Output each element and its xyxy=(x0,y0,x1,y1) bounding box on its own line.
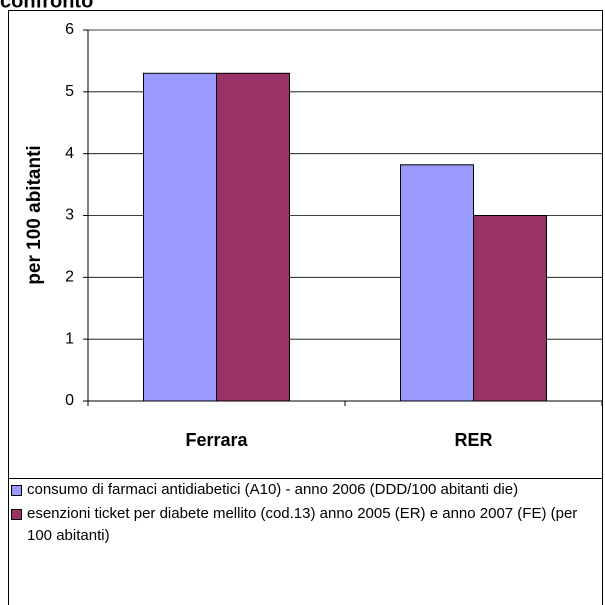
bar xyxy=(216,72,290,402)
legend-entry: consumo di farmaci antidiabetici (A10) -… xyxy=(9,479,599,501)
y-tick-label: 4 xyxy=(65,145,74,162)
legend-swatch xyxy=(11,485,22,496)
y-tick-label: 2 xyxy=(65,269,74,286)
bar xyxy=(143,72,217,402)
y-tick-label: 1 xyxy=(65,330,74,347)
legend: consumo di farmaci antidiabetici (A10) -… xyxy=(9,479,599,549)
y-tick-label: 5 xyxy=(65,83,74,100)
bar xyxy=(400,164,474,402)
legend-label: consumo di farmaci antidiabetici (A10) -… xyxy=(27,481,519,498)
y-tick-label: 0 xyxy=(65,392,74,409)
legend-swatch xyxy=(11,509,22,520)
x-tick-label: RER xyxy=(454,430,492,450)
y-axis-label: per 100 abitanti xyxy=(24,145,45,284)
x-tick-label: Ferrara xyxy=(185,430,248,450)
y-tick-label: 6 xyxy=(65,21,74,38)
bar xyxy=(473,215,547,402)
legend-entry: esenzioni ticket per diabete mellito (co… xyxy=(9,503,599,547)
chart-title: confronto xyxy=(0,0,93,12)
legend-frame xyxy=(8,478,603,605)
y-tick-label: 3 xyxy=(65,207,74,224)
legend-label: esenzioni ticket per diabete mellito (co… xyxy=(27,505,578,544)
